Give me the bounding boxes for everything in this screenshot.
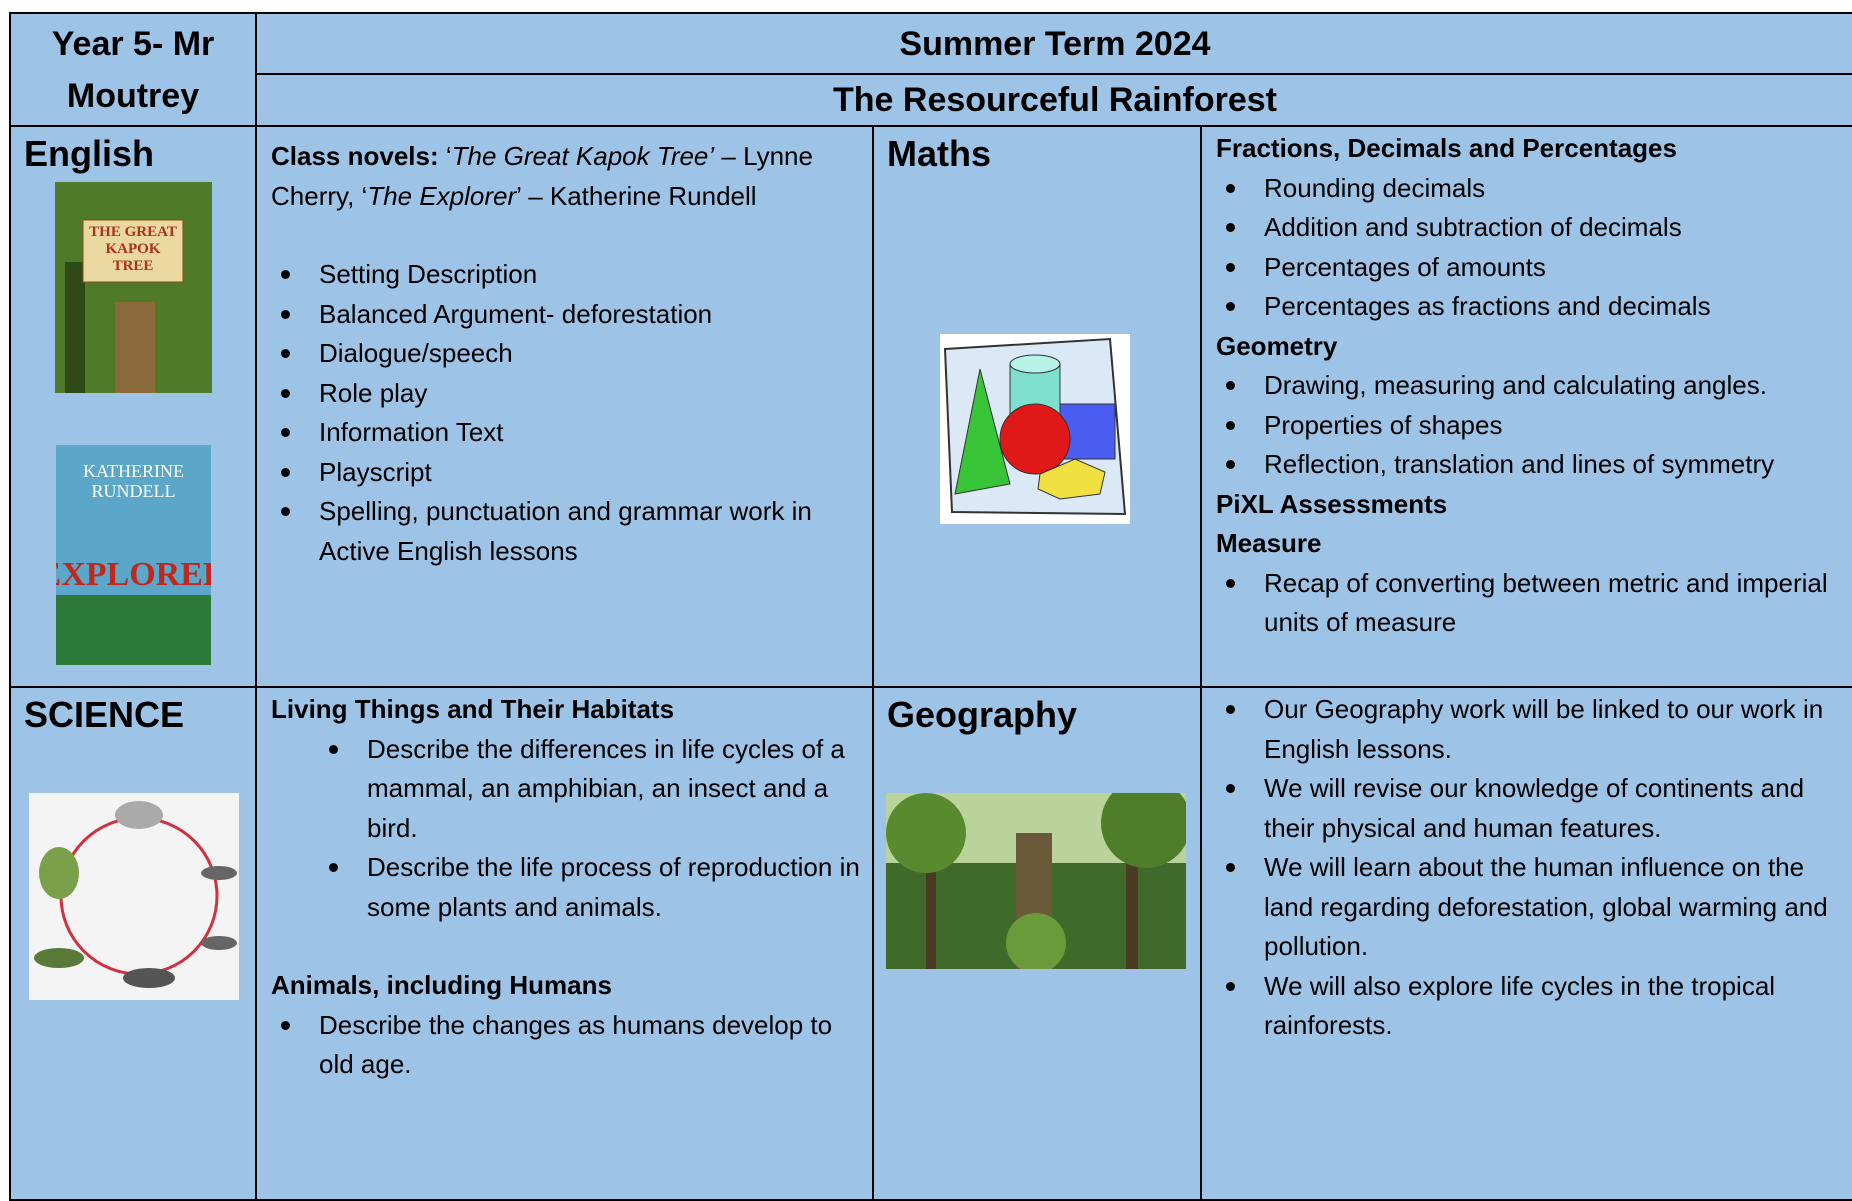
science-content: Living Things and Their Habitats Describe…	[255, 686, 874, 1201]
geography-label-cell: Geography	[872, 686, 1202, 1201]
bullet-item: Information Text	[281, 413, 864, 453]
geography-content: Our Geography work will be linked to our…	[1200, 686, 1852, 1201]
section-heading: Living Things and Their Habitats	[271, 694, 675, 724]
kapok-cover: THE GREAT KAPOK TREE	[55, 182, 212, 393]
term-text: Summer Term 2024	[899, 24, 1211, 63]
cover-author: KATHERINE RUNDELL	[83, 461, 184, 501]
bullet-item: Playscript	[281, 453, 864, 493]
section-heading: Geometry	[1216, 330, 1338, 361]
intro-text: ’ – Katherine Rundell	[516, 180, 757, 211]
section-heading: PiXL Assessments	[1216, 488, 1448, 519]
bullet-list: Recap of converting between metric and i…	[1216, 564, 1845, 643]
maths-text: Fractions, Decimals and Percentages Round…	[1216, 129, 1845, 643]
bullet-item: Rounding decimals	[1226, 169, 1845, 209]
topic: The Resourceful Rainforest	[255, 73, 1852, 127]
rainforest-image	[886, 793, 1186, 969]
class-novels: Class novels: ‘The Great Kapok Tree’ – L…	[271, 137, 864, 216]
bullet-item: Dialogue/speech	[281, 334, 864, 374]
bullet-item: Percentages as fractions and decimals	[1226, 287, 1845, 327]
bullet-item: Properties of shapes	[1226, 406, 1845, 446]
novel-title: The Great Kapok Tree’	[451, 141, 715, 171]
maths-label-cell: Maths	[872, 125, 1202, 688]
bullet-item: Describe the life process of reproductio…	[329, 848, 864, 927]
intro-text: ‘	[438, 141, 452, 171]
term: Summer Term 2024	[255, 12, 1852, 75]
bullet-list: Setting Description Balanced Argument- de…	[271, 255, 864, 571]
bullet-item: Addition and subtraction of decimals	[1226, 208, 1845, 248]
bullet-item: Reflection, translation and lines of sym…	[1226, 445, 1845, 485]
english-content: Class novels: ‘The Great Kapok Tree’ – L…	[255, 125, 874, 688]
explorer-cover: KATHERINE RUNDELL EXPLORER	[56, 445, 211, 665]
lifecycle-image	[29, 793, 239, 1000]
bullet-item: Balanced Argument- deforestation	[281, 295, 864, 335]
bullet-item: Describe the changes as humans develop t…	[281, 1006, 864, 1085]
cover-title: EXPLORER	[56, 556, 211, 593]
shapes-clipart	[940, 334, 1130, 524]
bullet-item: We will revise our knowledge of continen…	[1226, 769, 1845, 848]
science-text: Living Things and Their Habitats Describe…	[271, 690, 864, 1085]
geography-label: Geography	[887, 694, 1078, 735]
teacher: Year 5- Mr Moutrey	[9, 12, 257, 127]
maths-label: Maths	[887, 133, 992, 174]
section-heading: Measure	[1216, 528, 1322, 558]
spacer	[271, 927, 864, 966]
english-label-cell: English THE GREAT KAPOK TREE KATHERINE R…	[9, 125, 257, 688]
bullet-item: Our Geography work will be linked to our…	[1226, 690, 1845, 769]
section-heading: Fractions, Decimals and Percentages	[1216, 133, 1677, 163]
bullet-item: Role play	[281, 374, 864, 414]
bullet-list: Describe the differences in life cycles …	[271, 730, 864, 928]
bullet-item: We will also explore life cycles in the …	[1226, 967, 1845, 1046]
bullet-list: Drawing, measuring and calculating angle…	[1216, 366, 1845, 485]
topic-text: The Resourceful Rainforest	[833, 81, 1277, 119]
bullet-item: Describe the differences in life cycles …	[329, 730, 864, 849]
cover-title: THE GREAT KAPOK TREE	[89, 224, 177, 274]
bullet-list: Our Geography work will be linked to our…	[1216, 690, 1845, 1046]
english-label: English	[24, 133, 155, 174]
english-text: Class novels: ‘The Great Kapok Tree’ – L…	[271, 137, 864, 571]
bullet-list: Rounding decimals Addition and subtractio…	[1216, 169, 1845, 327]
science-label-cell: SCIENCE	[9, 686, 257, 1201]
bullet-item: Drawing, measuring and calculating angle…	[1226, 366, 1845, 406]
bullet-item: Percentages of amounts	[1226, 248, 1845, 288]
geography-text: Our Geography work will be linked to our…	[1216, 690, 1845, 1046]
teacher-text: Year 5- Mr Moutrey	[51, 24, 215, 115]
bullet-item: Setting Description	[281, 255, 864, 295]
novel-title: The Explorer	[367, 180, 517, 211]
bullet-item: Recap of converting between metric and i…	[1226, 564, 1845, 643]
intro-label: Class novels:	[271, 141, 439, 171]
bullet-item: Spelling, punctuation and grammar work i…	[281, 492, 864, 571]
bullet-item: We will learn about the human influence …	[1226, 848, 1845, 967]
maths-content: Fractions, Decimals and Percentages Round…	[1200, 125, 1852, 688]
bullet-list: Describe the changes as humans develop t…	[271, 1006, 864, 1085]
science-label: SCIENCE	[24, 694, 185, 735]
intro-text: – Lynne Cherry, ‘	[271, 141, 813, 211]
section-heading: Animals, including Humans	[271, 970, 612, 1000]
